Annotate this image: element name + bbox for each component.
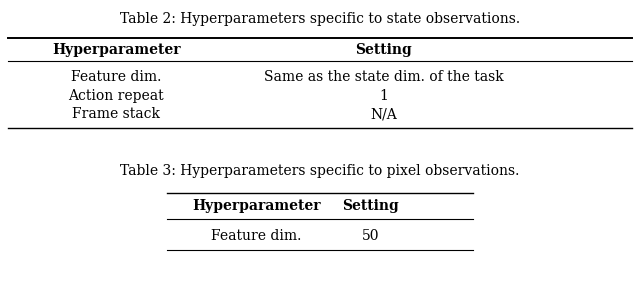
Text: Feature dim.: Feature dim. bbox=[211, 229, 301, 243]
Text: Hyperparameter: Hyperparameter bbox=[52, 43, 180, 57]
Text: N/A: N/A bbox=[371, 108, 397, 121]
Text: Table 3: Hyperparameters specific to pixel observations.: Table 3: Hyperparameters specific to pix… bbox=[120, 165, 520, 178]
Text: Setting: Setting bbox=[342, 199, 399, 213]
Text: Hyperparameter: Hyperparameter bbox=[192, 199, 321, 213]
Text: Table 2: Hyperparameters specific to state observations.: Table 2: Hyperparameters specific to sta… bbox=[120, 12, 520, 26]
Text: Frame stack: Frame stack bbox=[72, 108, 160, 121]
Text: 1: 1 bbox=[380, 89, 388, 103]
Text: Setting: Setting bbox=[355, 43, 412, 57]
Text: Action repeat: Action repeat bbox=[68, 89, 164, 103]
Text: Feature dim.: Feature dim. bbox=[71, 70, 161, 84]
Text: 50: 50 bbox=[362, 229, 380, 243]
Text: Same as the state dim. of the task: Same as the state dim. of the task bbox=[264, 70, 504, 84]
